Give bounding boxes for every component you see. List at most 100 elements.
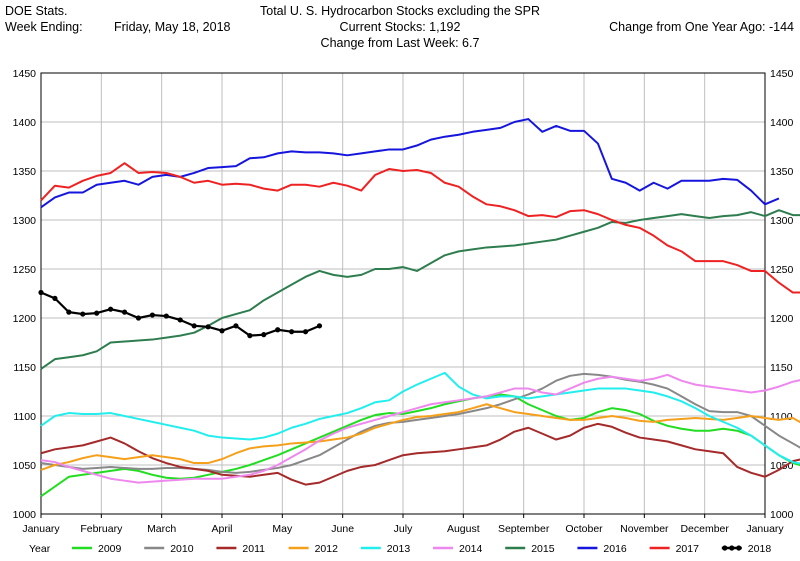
data-point-2018	[149, 312, 155, 318]
legend-label: 2014	[459, 543, 483, 555]
legend-item-2015: 2015	[505, 543, 555, 555]
series-2012	[40, 403, 800, 471]
x-tick-label: December	[680, 523, 729, 535]
y-tick-label-left: 1200	[13, 313, 37, 325]
data-point-2018	[247, 333, 253, 339]
y-tick-label-right: 1450	[770, 68, 794, 80]
series-line-2016	[40, 118, 780, 209]
x-tick-label: March	[147, 523, 176, 535]
y-tick-label-left: 1100	[13, 411, 36, 423]
data-point-2018	[163, 313, 169, 319]
y-tick-label-right: 1300	[770, 215, 794, 227]
x-tick-label: June	[331, 523, 354, 535]
series-line-2011	[40, 422, 800, 486]
x-tick-label: August	[447, 523, 480, 535]
x-tick-label: November	[620, 523, 669, 535]
data-point-2018	[233, 323, 239, 329]
data-point-2018	[94, 310, 100, 316]
series-line-2012	[40, 403, 800, 471]
week-ending-date: Friday, May 18, 2018	[114, 20, 231, 34]
data-point-2018	[191, 323, 197, 329]
y-tick-label-right: 1100	[770, 411, 793, 423]
y-tick-label-right: 1150	[770, 362, 793, 374]
legend-label: 2012	[315, 543, 339, 555]
series-2016	[40, 118, 780, 209]
series-line-2014	[40, 373, 800, 484]
series-2015	[40, 209, 800, 370]
y-tick-label-left: 1050	[13, 460, 37, 472]
x-tick-label: February	[80, 523, 123, 535]
legend-title: Year	[29, 543, 51, 555]
data-point-2018	[66, 309, 72, 315]
series-2018	[38, 289, 323, 339]
y-tick-label-left: 1250	[13, 264, 37, 276]
legend-label: 2009	[98, 543, 122, 555]
current-stocks: Current Stocks: 1,192	[339, 20, 461, 34]
y-tick-label-right: 1250	[770, 264, 794, 276]
legend-item-2014: 2014	[433, 543, 483, 555]
legend-marker	[736, 545, 742, 551]
data-point-2018	[219, 328, 225, 334]
series-2013	[40, 371, 800, 465]
x-tick-label: January	[22, 523, 60, 535]
y-tick-label-left: 1300	[13, 215, 37, 227]
data-point-2018	[52, 295, 58, 301]
data-point-2018	[38, 289, 44, 296]
legend-item-2016: 2016	[577, 543, 627, 555]
x-tick-label: April	[211, 523, 232, 535]
data-point-2018	[108, 306, 114, 312]
legend-item-2018: 2018	[721, 543, 772, 555]
legend-label: 2018	[748, 543, 772, 555]
y-tick-label-left: 1450	[13, 68, 37, 80]
y-tick-label-left: 1350	[13, 166, 37, 178]
legend-item-2013: 2013	[360, 543, 411, 555]
week-ending-label: Week Ending:	[5, 20, 83, 34]
data-point-2018	[316, 323, 323, 329]
x-tick-label: May	[272, 523, 293, 535]
y-tick-label-right: 1350	[770, 166, 794, 178]
legend-marker	[722, 545, 728, 551]
y-tick-label-right: 1200	[770, 313, 794, 325]
series-2011	[40, 422, 800, 486]
data-point-2018	[302, 329, 309, 335]
legend-item-2011: 2011	[216, 543, 265, 555]
legend-label: 2013	[387, 543, 411, 555]
legend-label: 2015	[531, 543, 555, 555]
data-point-2018	[261, 332, 267, 338]
series-line-2015	[40, 209, 800, 370]
x-tick-label: July	[394, 523, 413, 535]
data-point-2018	[275, 327, 281, 333]
series-line-2010	[40, 372, 800, 474]
series-2014	[40, 373, 800, 484]
series-2017	[40, 162, 800, 294]
series-line-2017	[40, 162, 800, 294]
series-line-2009	[40, 393, 800, 498]
y-tick-label-left: 1400	[13, 117, 37, 129]
data-point-2018	[289, 329, 295, 335]
chart-title: Total U. S. Hydrocarbon Stocks excluding…	[260, 4, 540, 18]
series-line-2013	[40, 371, 800, 465]
y-tick-label-left: 1000	[13, 509, 37, 521]
y-tick-label-right: 1400	[770, 117, 794, 129]
series-2009	[40, 393, 800, 498]
legend-item-2009: 2009	[72, 543, 122, 555]
source-label: DOE Stats.	[5, 4, 68, 18]
x-tick-label: January	[746, 523, 784, 535]
legend-label: 2011	[242, 543, 265, 555]
y-tick-label-right: 1050	[770, 460, 794, 472]
y-tick-label-right: 1000	[770, 509, 794, 521]
x-tick-label: September	[498, 523, 550, 535]
change-last-week: Change from Last Week: 6.7	[320, 36, 480, 50]
legend-item-2010: 2010	[144, 543, 194, 555]
data-point-2018	[135, 315, 142, 321]
data-point-2018	[177, 317, 183, 323]
series-2010	[40, 372, 800, 474]
x-tick-label: October	[565, 523, 603, 535]
legend-item-2012: 2012	[288, 543, 339, 555]
legend-label: 2017	[676, 543, 700, 555]
legend-label: 2016	[603, 543, 627, 555]
data-point-2018	[121, 309, 128, 315]
legend-label: 2010	[170, 543, 194, 555]
y-tick-label-left: 1150	[13, 362, 36, 374]
